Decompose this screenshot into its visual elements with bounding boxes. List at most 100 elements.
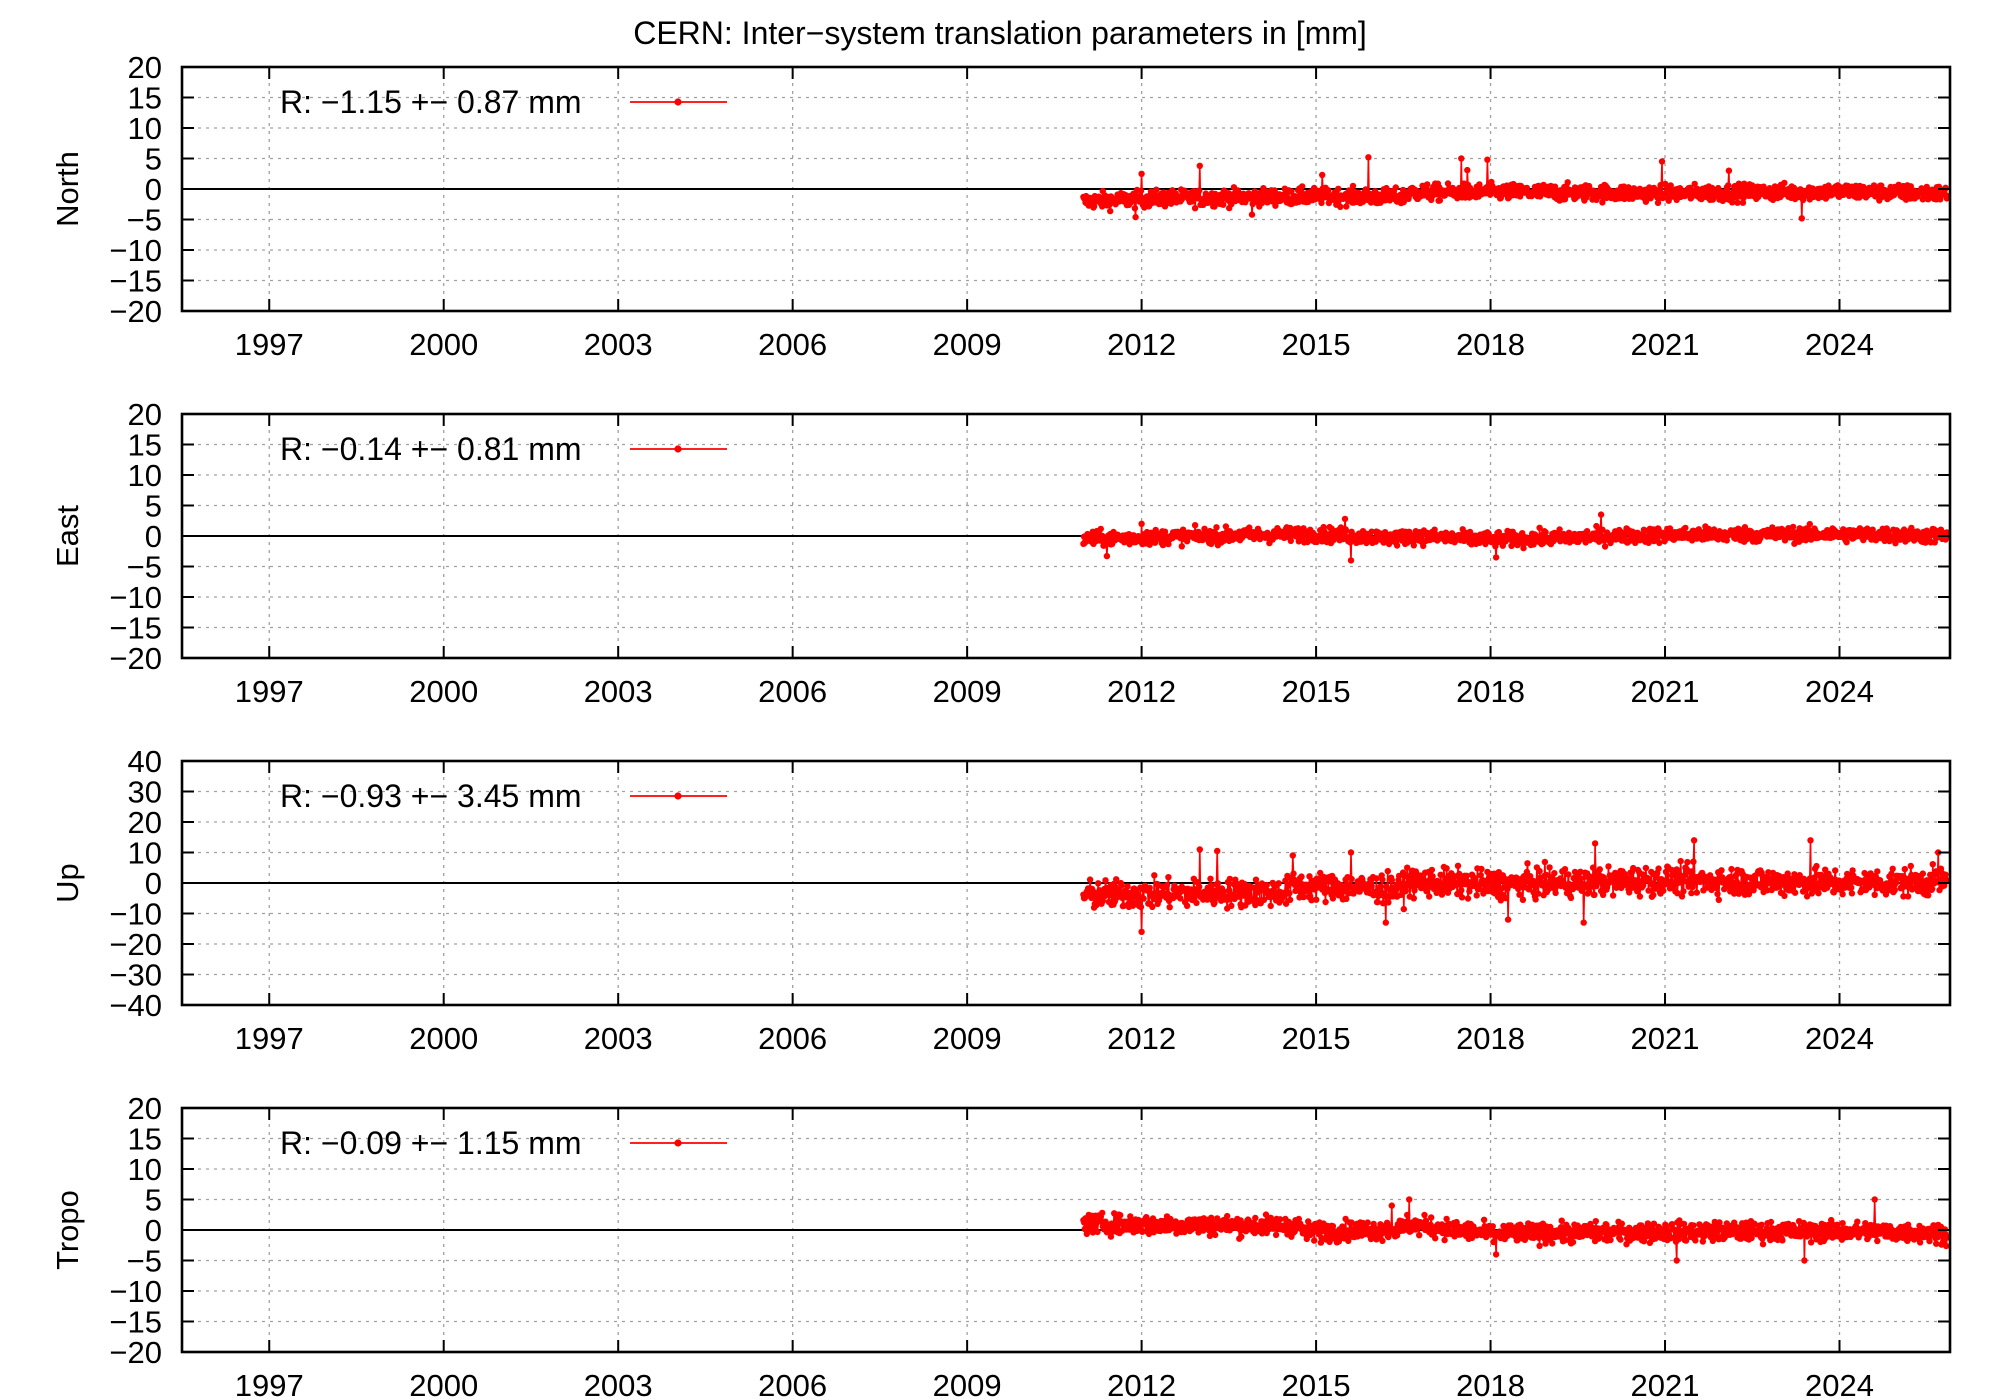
north-data-point (1090, 203, 1098, 210)
up-data-point (1677, 857, 1684, 865)
north-legend-label: R: −1.15 +− 0.87 mm (280, 84, 582, 120)
up-data-point (1888, 870, 1895, 878)
tropo-data-point (1348, 1219, 1355, 1226)
up-data-point (1642, 864, 1650, 872)
tropo-data-point (1443, 1215, 1450, 1223)
up-data-point (1140, 895, 1147, 902)
up-data-point (1904, 893, 1912, 900)
east-data-point (1597, 511, 1605, 518)
up-y-tick-label: −10 (109, 897, 162, 932)
north-legend-marker (674, 98, 682, 106)
up-data-point (1919, 870, 1927, 877)
north-y-tick-label: 5 (145, 142, 162, 177)
north-x-tick-label: 2024 (1805, 327, 1874, 362)
up-x-tick-label: 2000 (409, 1021, 478, 1056)
north-x-tick-label: 2021 (1631, 327, 1700, 362)
east-data-point (1341, 515, 1349, 523)
up-data-point (1113, 876, 1120, 883)
tropo-data-point (1099, 1209, 1106, 1217)
tropo-data-point (1311, 1237, 1318, 1244)
east-x-tick-label: 2009 (933, 674, 1002, 709)
north-data-point (1335, 185, 1342, 192)
up-data-point (1535, 890, 1542, 897)
north-data-point (1551, 183, 1559, 190)
up-data-point (1319, 880, 1327, 888)
tropo-data-point (1432, 1235, 1439, 1242)
north-x-tick-label: 2009 (933, 327, 1002, 362)
north-y-tick-label: 10 (128, 111, 162, 146)
up-data-point (1228, 902, 1235, 909)
up-x-tick-label: 2012 (1107, 1021, 1176, 1056)
up-data-point (1849, 867, 1856, 874)
north-x-tick-label: 2006 (758, 327, 827, 362)
up-legend: R: −0.93 +− 3.45 mm (280, 778, 727, 814)
north-data-point (1907, 183, 1915, 190)
east-data-point (1723, 537, 1731, 544)
east-series-0 (1080, 511, 1951, 564)
up-data-point (1907, 862, 1915, 870)
tropo-data-point (1618, 1220, 1626, 1227)
up-data-point (1282, 877, 1289, 884)
north-data-point (1107, 207, 1114, 215)
up-data-point (1871, 891, 1878, 898)
up-x-tick-label: 2018 (1456, 1021, 1525, 1056)
up-data-point (1214, 880, 1222, 887)
up-data-point (1498, 885, 1505, 892)
up-data-point (1401, 872, 1408, 880)
panel-up: R: −0.93 +− 3.45 mm−40−30−20−10010203040… (50, 744, 1952, 1056)
tropo-data-point (1214, 1215, 1221, 1222)
east-data-point (1213, 524, 1220, 531)
up-data-point (1891, 887, 1898, 894)
up-data-point (1368, 883, 1375, 890)
up-data-point (1404, 864, 1411, 871)
up-data-point (1466, 888, 1473, 895)
up-data-point (1591, 891, 1598, 898)
up-data-point (1212, 895, 1219, 902)
east-data-point (1161, 528, 1169, 535)
up-data-point (1605, 863, 1612, 870)
east-data-point (1869, 526, 1876, 533)
tropo-data-point (1260, 1225, 1268, 1232)
north-x-tick-label: 2018 (1456, 327, 1525, 362)
up-data-point (1456, 870, 1463, 878)
east-data-point (1583, 528, 1591, 535)
north-data-point (1878, 182, 1885, 189)
up-data-point (1552, 889, 1559, 897)
up-data-point (1329, 895, 1337, 902)
up-x-tick-label: 2009 (933, 1021, 1002, 1056)
north-data-point (1299, 183, 1306, 190)
up-data-point (1453, 881, 1460, 889)
up-data-point (1151, 872, 1158, 879)
north-y-tick-label: 20 (128, 50, 162, 85)
up-data-point (1645, 887, 1652, 894)
north-y-tick-label: −20 (109, 294, 162, 329)
up-data-point (1901, 865, 1909, 873)
east-data-point (1806, 520, 1814, 528)
east-data-point (1246, 524, 1253, 531)
up-data-point (1379, 900, 1387, 907)
up-y-tick-label: 30 (128, 775, 162, 810)
up-data-point (1791, 889, 1799, 896)
tropo-data-point (1422, 1217, 1430, 1224)
up-data-point (1458, 887, 1465, 894)
north-y-tick-label: −5 (127, 203, 162, 238)
tropo-data-point (1117, 1212, 1124, 1219)
up-data-point (1214, 847, 1221, 855)
east-y-axis-label: East (50, 505, 85, 567)
up-data-point (1377, 883, 1384, 890)
up-data-point (1099, 897, 1107, 905)
up-data-point (1546, 864, 1553, 871)
up-data-point (1109, 890, 1116, 898)
up-data-point (1519, 896, 1527, 903)
tropo-data-point (1393, 1232, 1401, 1239)
tropo-data-point (1094, 1228, 1101, 1236)
up-data-point (1690, 858, 1697, 865)
north-data-point (1725, 182, 1732, 189)
north-data-point (1319, 171, 1326, 179)
up-data-point (1502, 894, 1509, 902)
tropo-data-point (1592, 1218, 1600, 1225)
up-data-point (1458, 894, 1466, 901)
east-y-tick-label: −15 (109, 611, 162, 646)
east-data-point (1769, 524, 1776, 531)
up-data-point (1690, 837, 1698, 844)
